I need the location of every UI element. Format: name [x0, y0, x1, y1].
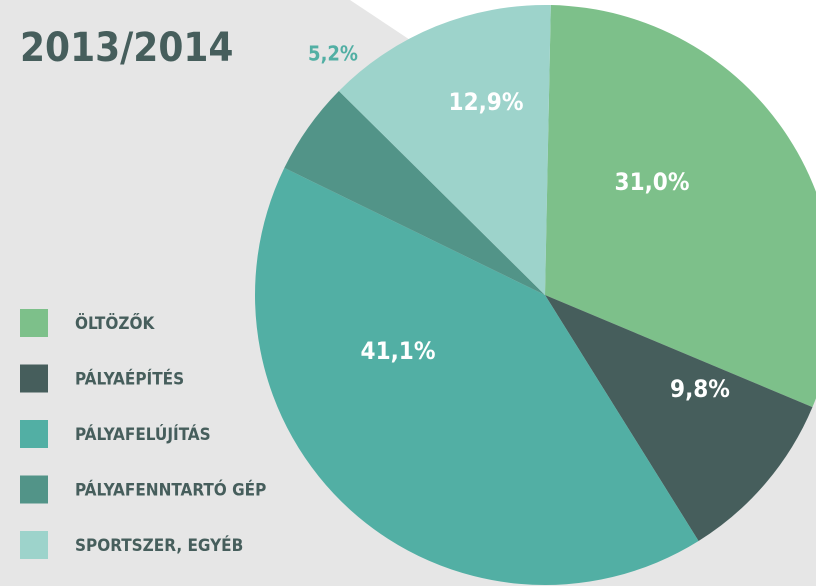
legend-swatch [20, 364, 48, 393]
chart-title: 2013/2014 [20, 25, 233, 71]
data-label: 9,8% [670, 375, 730, 403]
legend-swatch [20, 420, 48, 448]
pie [255, 4, 816, 585]
pie-slice [255, 167, 699, 585]
legend-label: PÁLYAFELÚJÍTÁS [75, 423, 211, 445]
legend-label: SPORTSZER, EGYÉB [75, 534, 243, 556]
legend-label: PÁLYAÉPÍTÉS [75, 368, 184, 390]
data-label: 31,0% [615, 168, 690, 196]
pie-slice [338, 4, 551, 295]
pie-slice [545, 295, 813, 542]
legend-swatch [20, 531, 48, 559]
pie-slice [284, 90, 545, 295]
data-label: 5,2% [308, 42, 358, 66]
legend-swatch [20, 309, 48, 337]
data-label: 41,1% [361, 337, 436, 365]
pie-slice [545, 5, 816, 408]
legend-label: PÁLYAFENNTARTÓ GÉP [75, 479, 266, 501]
legend-swatch [20, 475, 48, 504]
data-label: 12,9% [449, 88, 524, 116]
legend-label: ÖLTÖZŐK [75, 312, 155, 334]
